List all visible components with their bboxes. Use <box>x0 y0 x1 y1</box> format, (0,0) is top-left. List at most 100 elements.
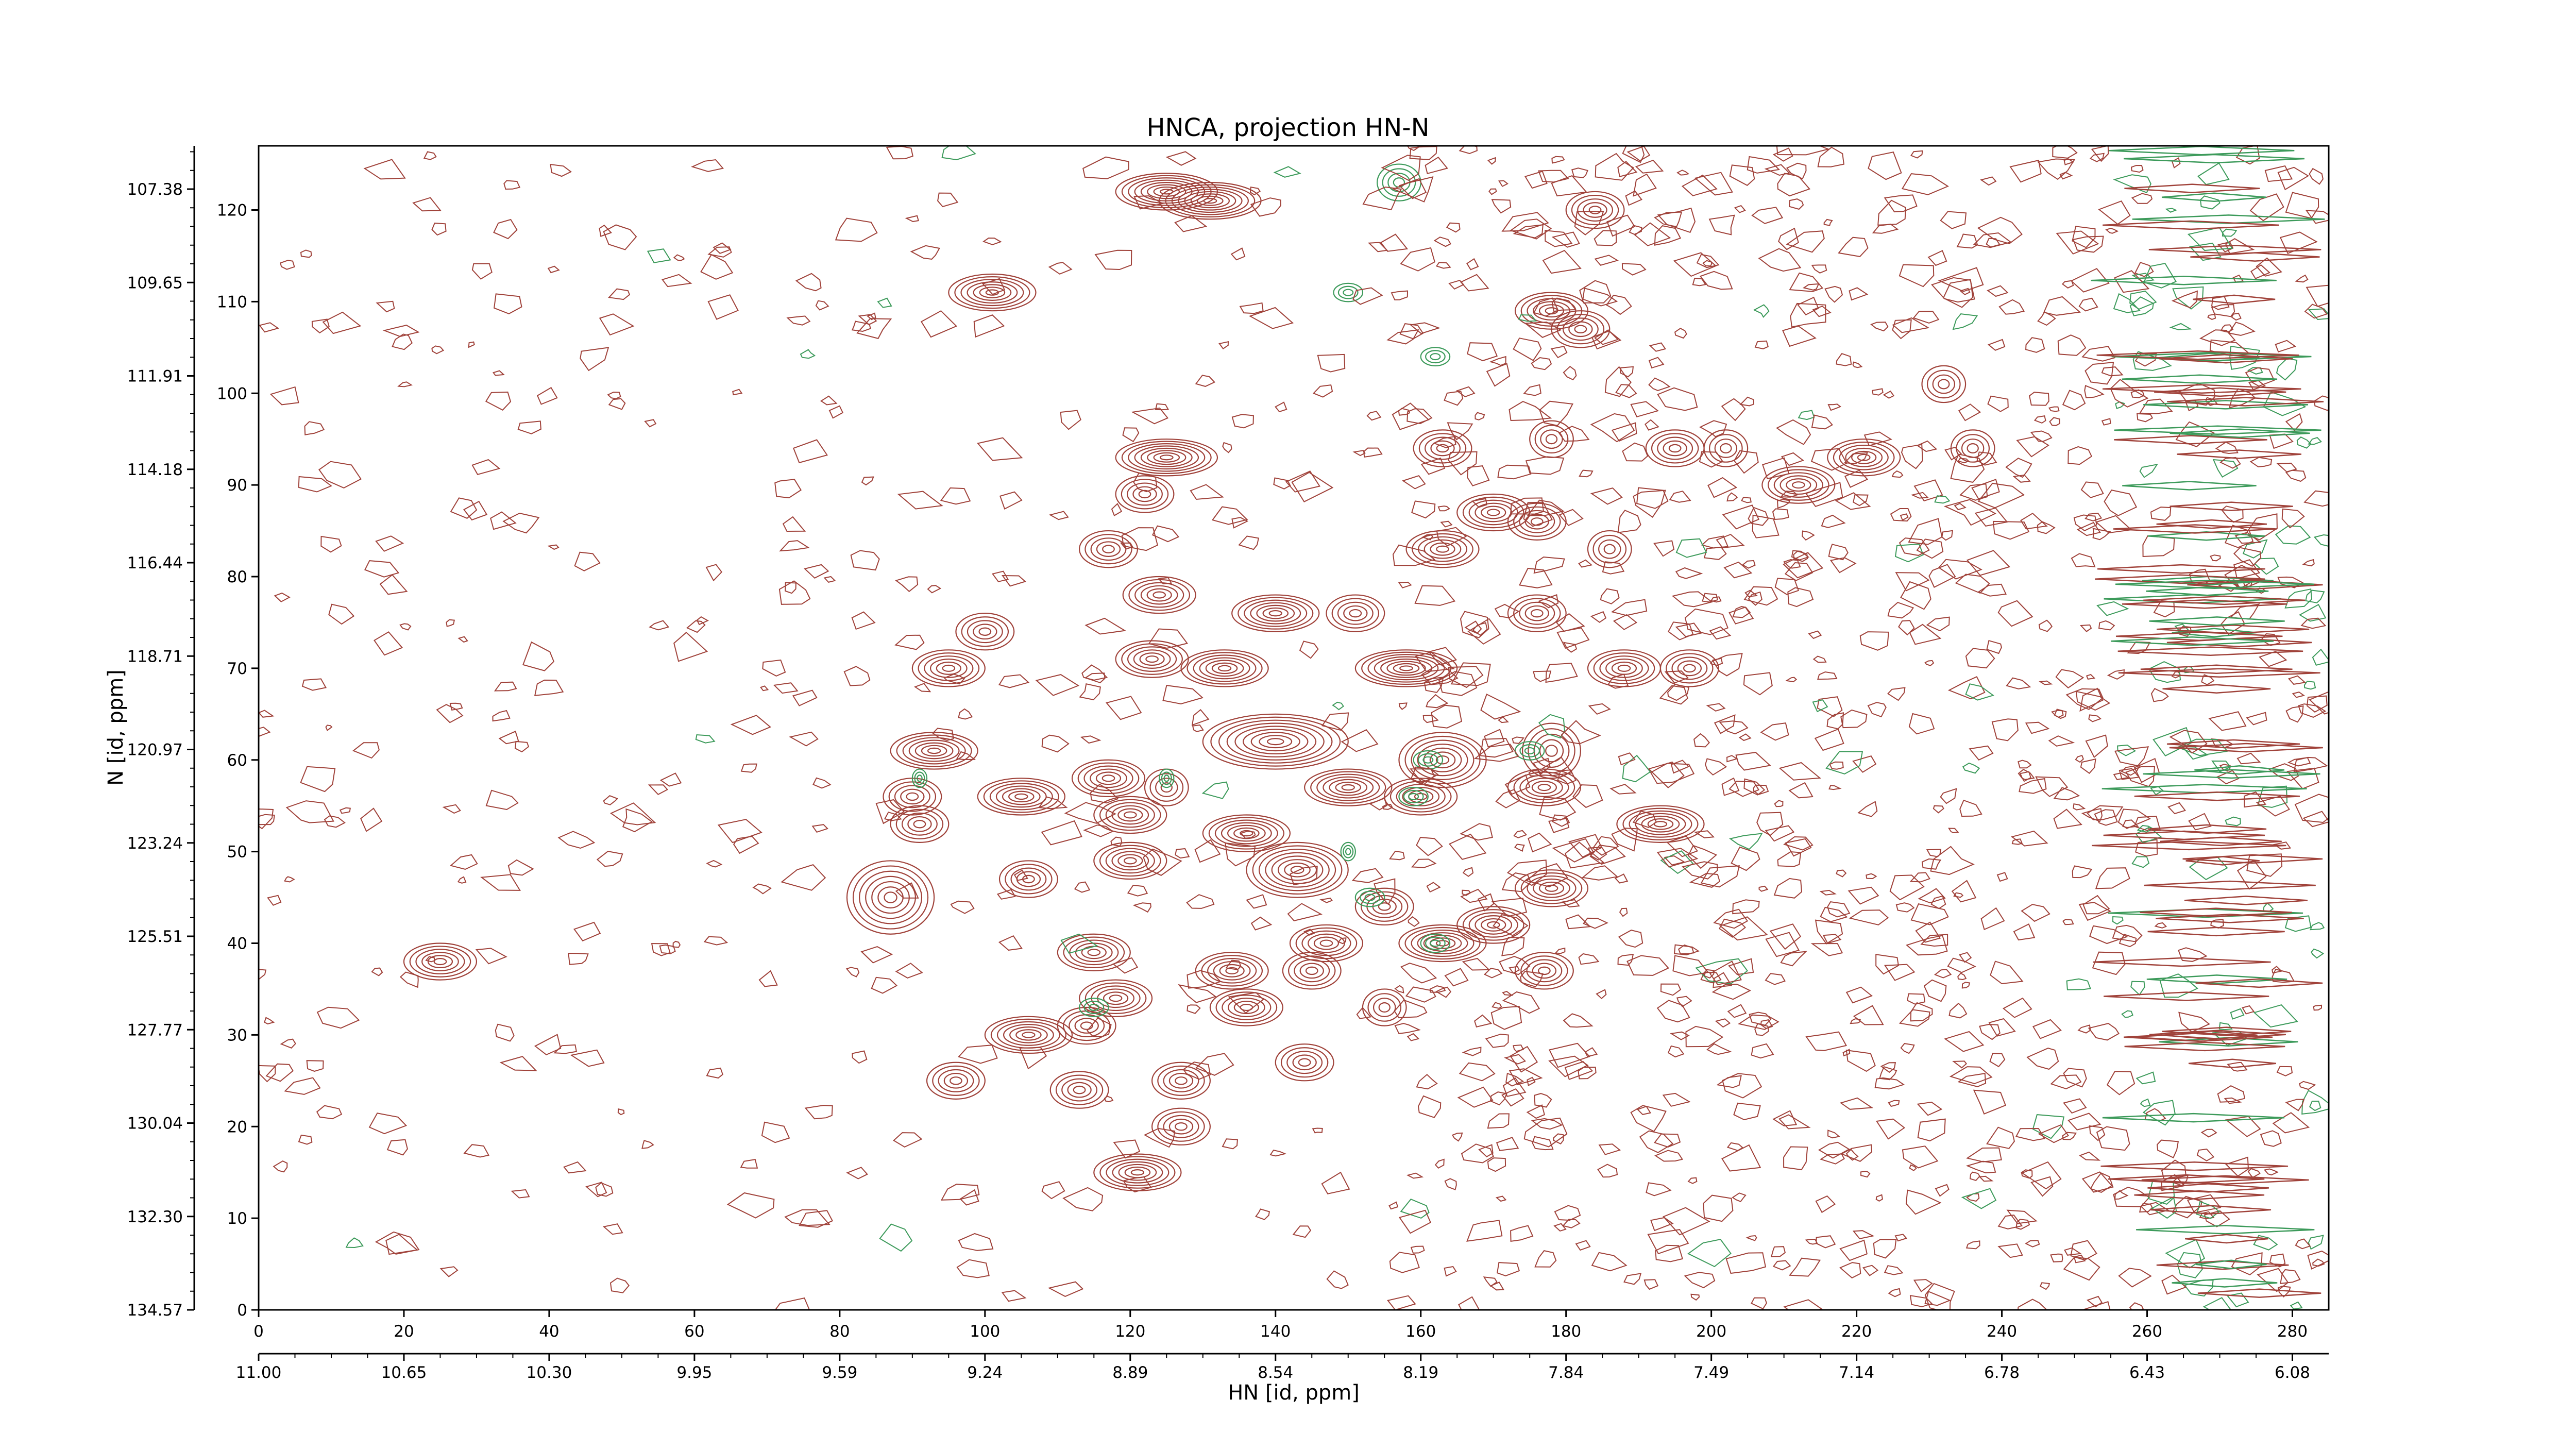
noise-contour <box>2091 146 2109 162</box>
peak-contour <box>1084 982 1147 1014</box>
peak-contour <box>1587 530 1632 568</box>
noise-contour <box>1756 812 1784 836</box>
noise-contour <box>1255 1208 1270 1220</box>
noise-contour <box>1900 513 1909 521</box>
peak-contour <box>1319 939 1333 947</box>
peak-contour <box>1932 374 1956 394</box>
noise-contour <box>1486 363 1511 387</box>
noise-contour <box>2098 620 2115 631</box>
noise-contour <box>1524 322 1562 338</box>
noise-contour <box>1748 591 1762 606</box>
noise-contour <box>1866 873 1877 880</box>
noise-contour <box>1561 899 1580 908</box>
noise-contour <box>1416 837 1443 856</box>
noise-contour <box>785 582 796 594</box>
noise-contour <box>1829 557 1857 574</box>
noise-contour <box>2197 162 2230 186</box>
noise-contour <box>1899 1009 1930 1027</box>
noise-contour <box>673 254 685 261</box>
noise-contour <box>1974 507 2008 527</box>
edge-streak-contour <box>2143 595 2306 605</box>
noise-contour <box>2313 1004 2323 1011</box>
peak-contour <box>1414 793 1428 800</box>
peak-contour <box>1411 739 1475 780</box>
noise-contour <box>1636 487 1669 509</box>
noise-contour <box>1041 1181 1065 1200</box>
noise-contour <box>1849 909 1889 925</box>
noise-contour <box>1578 559 1593 568</box>
noise-contour <box>1502 991 1540 1014</box>
noise-contour <box>1938 559 1982 580</box>
peak-contour <box>1354 649 1458 687</box>
noise-contour <box>1133 473 1158 493</box>
peak-contour <box>421 952 459 971</box>
noise-contour <box>1538 594 1559 609</box>
noise-contour <box>2196 1148 2215 1161</box>
noise-contour <box>1666 835 1699 857</box>
peak-contour <box>1565 191 1625 229</box>
noise-contour <box>773 682 799 694</box>
noise-contour <box>705 564 723 582</box>
noise-contour <box>2139 398 2173 414</box>
noise-contour <box>2147 1181 2175 1205</box>
peak-contour <box>1112 1161 1163 1184</box>
noise-contour <box>1673 944 1700 956</box>
noise-contour <box>1433 436 1456 448</box>
noise-contour <box>1539 400 1574 427</box>
noise-contour <box>871 976 898 994</box>
peak-contour <box>1214 819 1278 847</box>
noise-contour <box>2287 757 2311 767</box>
noise-contour <box>1789 272 1824 292</box>
peak-contour <box>1121 441 1212 474</box>
edge-streak-contour <box>2156 1260 2289 1270</box>
noise-contour <box>1607 673 1629 689</box>
noise-contour <box>1534 1250 1557 1268</box>
noise-contour <box>1222 1138 1238 1150</box>
edge-streak-contour <box>2097 564 2265 574</box>
peak-contour <box>1313 936 1340 950</box>
noise-contour <box>457 876 467 884</box>
noise-contour <box>1574 211 1604 235</box>
noise-contour <box>1426 882 1441 893</box>
edge-streak-contour <box>2185 856 2260 866</box>
noise-contour <box>1291 471 1334 503</box>
noise-contour <box>1721 1144 1761 1172</box>
noise-contour <box>1351 868 1384 883</box>
peak-contour <box>1417 932 1468 954</box>
noise-contour <box>1489 356 1506 366</box>
noise-contour <box>2096 1126 2130 1151</box>
peak-contour <box>1057 933 1131 971</box>
negative-peak-contour <box>1163 774 1170 782</box>
noise-contour <box>875 799 905 824</box>
noise-contour <box>2264 165 2293 182</box>
n-tick-label: 130.04 <box>127 1115 183 1133</box>
noise-contour <box>2086 673 2096 680</box>
noise-contour <box>1084 672 1106 684</box>
peak-contour <box>1780 475 1818 495</box>
noise-contour <box>2020 512 2048 530</box>
peak-contour <box>995 785 1047 808</box>
noise-contour <box>468 341 475 348</box>
noise-contour <box>1957 972 1967 981</box>
noise-contour <box>1230 247 1246 261</box>
noise-contour <box>1143 1127 1176 1148</box>
noise-contour <box>726 1192 775 1219</box>
x-index-ticks: 0 20 40 60 80 100 120 140 160 180 200 220 240 260 280 <box>253 1310 2308 1341</box>
noise-contour <box>1663 1207 1710 1236</box>
noise-contour <box>1505 1072 1524 1087</box>
noise-contour <box>1498 180 1509 187</box>
noise-contour <box>1790 302 1826 328</box>
noise-contour <box>644 419 657 428</box>
hn-tick-label: 11.00 <box>236 1363 282 1382</box>
noise-contour <box>1611 828 1638 852</box>
noise-contour <box>1845 1149 1859 1161</box>
noise-contour <box>2276 1066 2293 1076</box>
peak-contour <box>1329 779 1368 796</box>
noise-contour <box>1819 1153 1845 1165</box>
edge-streak-contour <box>2150 1205 2272 1215</box>
noise-contour <box>1705 758 1727 776</box>
noise-contour <box>1950 453 1985 483</box>
noise-contour <box>2105 228 2119 234</box>
peak-contour <box>1005 864 1053 895</box>
noise-contour <box>1840 709 1868 729</box>
